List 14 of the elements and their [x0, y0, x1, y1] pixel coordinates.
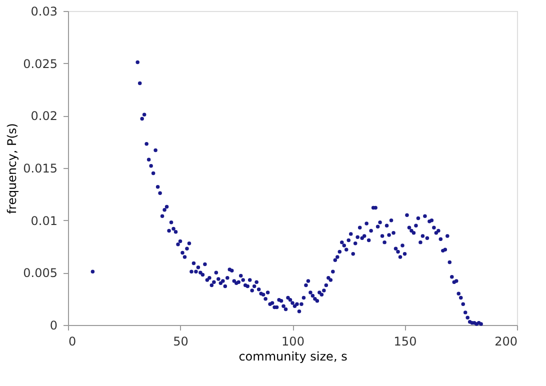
y-tick-label: 0.03: [30, 4, 58, 18]
y-tick-label: 0: [50, 318, 58, 332]
y-tick-label: 0.005: [23, 266, 58, 280]
y-axis-title: frequency, P(s): [5, 123, 20, 214]
y-tick-label: 0.02: [30, 109, 58, 124]
y-tick-label: 0.01: [30, 214, 58, 228]
x-tick-label: 50: [173, 334, 188, 348]
x-tick-label: 150: [394, 334, 417, 348]
x-tick-label: 0: [68, 334, 76, 348]
x-axis-title: community size, s: [238, 350, 348, 364]
x-tick-label: 200: [494, 334, 518, 348]
y-tick-label: 0.025: [23, 56, 58, 71]
x-tick-label: 100: [282, 334, 304, 348]
y-tick-label: 0.015: [23, 162, 58, 176]
